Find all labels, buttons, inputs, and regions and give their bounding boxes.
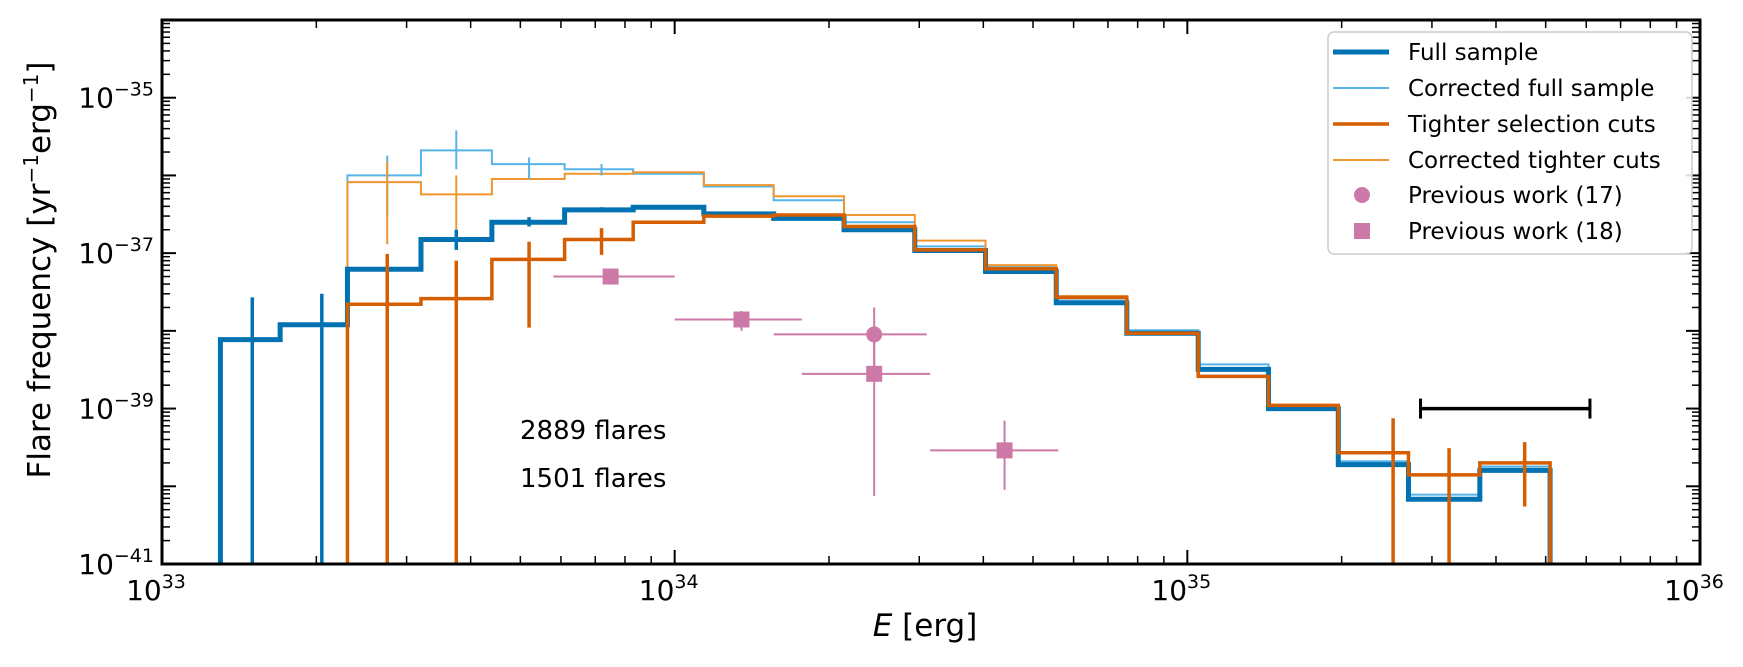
x-axis-label: E [erg] — [873, 608, 978, 644]
y-tick-labels: 10−41 10−39 10−37 10−35 — [78, 79, 154, 581]
legend-label-tight: Tighter selection cuts — [1407, 112, 1656, 138]
x-tick-label: 1033 — [126, 571, 186, 607]
y-axis-label-exp1: −1 — [19, 154, 43, 183]
y-tick-label: 10−39 — [78, 390, 154, 426]
x-tick-label: 1035 — [1151, 571, 1211, 607]
legend-label-prev17: Previous work (17) — [1408, 183, 1623, 209]
y-tick-label: 10−37 — [78, 234, 154, 270]
legend-label-full: Full sample — [1408, 40, 1538, 66]
annotation-full-count: 2889 flares — [520, 416, 666, 446]
error-bar-layer — [250, 130, 1592, 564]
annotation-tight-count: 1501 flares — [520, 464, 666, 494]
y-tick-label: 10−41 — [78, 545, 154, 581]
y-tick-label: 10−35 — [78, 79, 154, 115]
series-step-0 — [217, 204, 1553, 564]
y-axis-label: Flare frequency [yr−1erg−1] — [19, 62, 58, 479]
plot-frame — [160, 18, 1702, 566]
series-step-1 — [346, 149, 1552, 564]
legend-marker-circle — [1354, 187, 1370, 203]
prev-work-square — [733, 311, 750, 328]
series-layer — [217, 149, 1553, 564]
y-axis-label-exp2: −1 — [19, 74, 43, 103]
legend: Full sample Corrected full sample Tighte… — [1327, 31, 1693, 255]
legend-box — [1327, 31, 1693, 255]
legend-marker-square — [1354, 223, 1370, 239]
legend-label-prev18: Previous work (18) — [1408, 219, 1623, 245]
x-tick-label: 1034 — [639, 571, 699, 607]
x-tick-label: 1036 — [1664, 571, 1724, 607]
legend-label-corrected-full: Corrected full sample — [1408, 76, 1654, 102]
prev-work-square — [602, 268, 619, 285]
prev-work-square — [866, 365, 883, 382]
legend-label-corrected-tight: Corrected tighter cuts — [1408, 148, 1661, 174]
series-step-2 — [345, 213, 1552, 564]
prev-work-square — [996, 442, 1013, 459]
x-tick-labels: 1033 1034 1035 1036 — [126, 571, 1724, 607]
